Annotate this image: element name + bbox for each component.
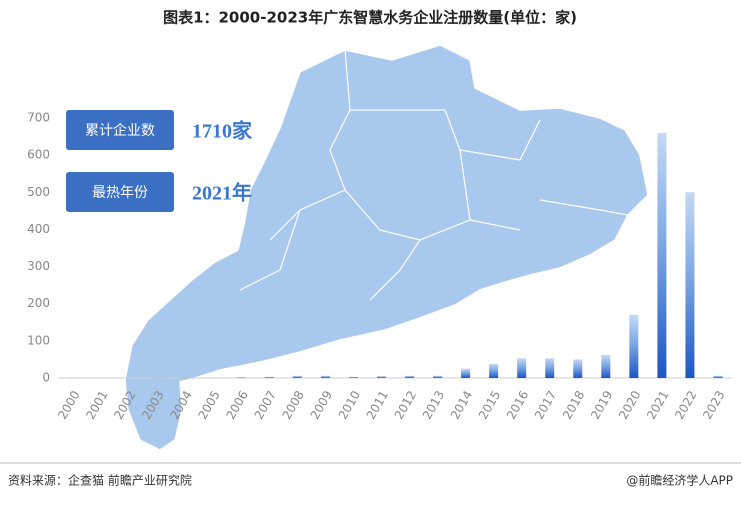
credit: @前瞻经济学人APP	[626, 473, 733, 488]
bar	[349, 377, 358, 378]
chart-title: 图表1：2000-2023年广东智慧水务企业注册数量(单位：家)	[163, 9, 577, 27]
x-tick-label: 2023	[700, 388, 727, 421]
x-tick-label: 2013	[420, 388, 447, 421]
x-tick-label: 2011	[364, 388, 391, 421]
bar	[713, 376, 722, 378]
x-tick-label: 2009	[308, 388, 335, 421]
x-tick-label: 2001	[83, 388, 110, 421]
x-tick-label: 2022	[672, 388, 699, 421]
x-tick-label: 2015	[476, 388, 503, 421]
y-tick-label: 400	[27, 222, 50, 236]
badge-value: 2021年	[192, 181, 252, 205]
y-tick-label: 300	[27, 259, 50, 273]
x-tick-label: 2017	[532, 388, 559, 421]
y-tick-label: 100	[27, 333, 50, 347]
bar	[573, 359, 582, 378]
bar	[265, 377, 274, 378]
x-tick-label: 2018	[560, 388, 587, 421]
x-tick-label: 2010	[336, 388, 363, 421]
badge-label: 最热年份	[92, 185, 148, 201]
x-tick-label: 2012	[392, 388, 419, 421]
source-note: 资料来源：企查猫 前瞻产业研究院	[8, 473, 192, 488]
bar	[657, 133, 666, 378]
bar	[293, 376, 302, 378]
y-tick-label: 200	[27, 296, 50, 310]
bar	[489, 364, 498, 378]
x-tick-label: 2014	[448, 388, 475, 421]
bar	[517, 358, 526, 378]
y-tick-label: 500	[27, 185, 50, 199]
x-tick-label: 2006	[224, 388, 251, 421]
bar	[545, 358, 554, 378]
x-tick-label: 2008	[280, 388, 307, 421]
bar	[601, 355, 610, 378]
y-tick-label: 0	[42, 371, 50, 385]
x-tick-label: 2020	[616, 388, 643, 421]
y-tick-label: 700	[27, 111, 50, 125]
x-tick-label: 2000	[55, 388, 82, 421]
x-tick-label: 2007	[252, 388, 279, 421]
x-tick-label: 2021	[644, 388, 671, 421]
bar	[377, 376, 386, 378]
map-background	[125, 45, 648, 450]
bar	[433, 376, 442, 378]
x-tick-label: 2005	[195, 388, 222, 421]
bar	[629, 315, 638, 378]
x-tick-label: 2019	[588, 388, 615, 421]
bar	[321, 376, 330, 378]
bar	[237, 377, 246, 378]
y-tick-label: 600	[27, 148, 50, 162]
badge-label: 累计企业数	[85, 122, 155, 139]
badge-value: 1710家	[192, 119, 253, 143]
x-tick-label: 2016	[504, 388, 531, 421]
bar	[405, 376, 414, 378]
bar	[461, 369, 470, 378]
bar	[685, 192, 694, 378]
